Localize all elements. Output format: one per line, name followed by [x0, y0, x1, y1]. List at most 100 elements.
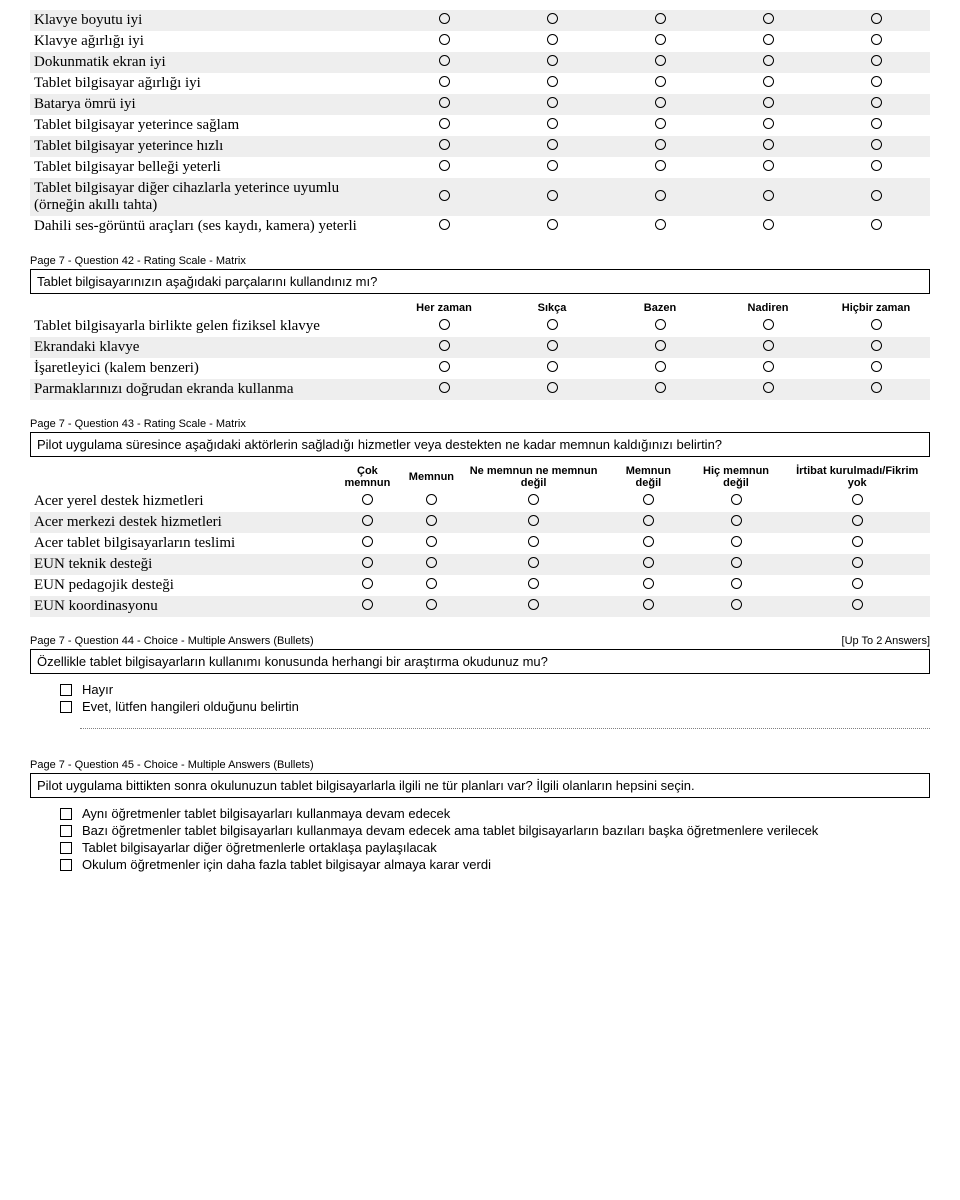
radio-cell[interactable] — [609, 533, 687, 554]
radio-cell[interactable] — [330, 596, 405, 617]
radio-cell[interactable] — [606, 94, 714, 115]
radio-cell[interactable] — [458, 491, 609, 512]
radio-cell[interactable] — [606, 115, 714, 136]
radio-cell[interactable] — [606, 316, 714, 337]
radio-cell[interactable] — [606, 157, 714, 178]
radio-cell[interactable] — [498, 337, 606, 358]
radio-cell[interactable] — [609, 596, 687, 617]
radio-cell[interactable] — [498, 10, 606, 31]
radio-cell[interactable] — [498, 379, 606, 400]
radio-cell[interactable] — [822, 52, 930, 73]
radio-cell[interactable] — [330, 533, 405, 554]
radio-cell[interactable] — [714, 52, 822, 73]
radio-cell[interactable] — [606, 31, 714, 52]
radio-cell[interactable] — [822, 94, 930, 115]
radio-cell[interactable] — [498, 157, 606, 178]
radio-cell[interactable] — [688, 596, 785, 617]
radio-cell[interactable] — [714, 337, 822, 358]
radio-cell[interactable] — [405, 491, 458, 512]
radio-cell[interactable] — [498, 136, 606, 157]
radio-cell[interactable] — [405, 596, 458, 617]
radio-cell[interactable] — [458, 596, 609, 617]
radio-cell[interactable] — [784, 533, 930, 554]
radio-cell[interactable] — [822, 316, 930, 337]
radio-cell[interactable] — [822, 115, 930, 136]
radio-cell[interactable] — [498, 52, 606, 73]
radio-cell[interactable] — [784, 512, 930, 533]
radio-cell[interactable] — [606, 136, 714, 157]
radio-cell[interactable] — [822, 10, 930, 31]
radio-cell[interactable] — [458, 554, 609, 575]
radio-cell[interactable] — [822, 178, 930, 216]
radio-cell[interactable] — [390, 379, 498, 400]
radio-cell[interactable] — [405, 512, 458, 533]
radio-cell[interactable] — [714, 358, 822, 379]
radio-cell[interactable] — [784, 554, 930, 575]
radio-cell[interactable] — [330, 575, 405, 596]
radio-cell[interactable] — [822, 337, 930, 358]
radio-cell[interactable] — [714, 31, 822, 52]
radio-cell[interactable] — [714, 216, 822, 237]
radio-cell[interactable] — [609, 491, 687, 512]
checklist-item[interactable]: Aynı öğretmenler tablet bilgisayarları k… — [60, 806, 930, 821]
radio-cell[interactable] — [714, 379, 822, 400]
radio-cell[interactable] — [714, 115, 822, 136]
radio-cell[interactable] — [498, 115, 606, 136]
radio-cell[interactable] — [390, 216, 498, 237]
radio-cell[interactable] — [498, 358, 606, 379]
radio-cell[interactable] — [458, 575, 609, 596]
radio-cell[interactable] — [714, 73, 822, 94]
radio-cell[interactable] — [390, 316, 498, 337]
radio-cell[interactable] — [822, 157, 930, 178]
radio-cell[interactable] — [688, 575, 785, 596]
radio-cell[interactable] — [390, 10, 498, 31]
radio-cell[interactable] — [390, 31, 498, 52]
radio-cell[interactable] — [498, 31, 606, 52]
checklist-item[interactable]: Hayır — [60, 682, 930, 697]
radio-cell[interactable] — [390, 157, 498, 178]
radio-cell[interactable] — [606, 358, 714, 379]
radio-cell[interactable] — [784, 596, 930, 617]
radio-cell[interactable] — [330, 512, 405, 533]
radio-cell[interactable] — [606, 52, 714, 73]
radio-cell[interactable] — [390, 73, 498, 94]
radio-cell[interactable] — [714, 94, 822, 115]
radio-cell[interactable] — [498, 178, 606, 216]
radio-cell[interactable] — [390, 337, 498, 358]
radio-cell[interactable] — [390, 136, 498, 157]
radio-cell[interactable] — [390, 94, 498, 115]
radio-cell[interactable] — [606, 73, 714, 94]
radio-cell[interactable] — [405, 554, 458, 575]
radio-cell[interactable] — [606, 379, 714, 400]
radio-cell[interactable] — [498, 216, 606, 237]
radio-cell[interactable] — [330, 554, 405, 575]
radio-cell[interactable] — [688, 491, 785, 512]
radio-cell[interactable] — [498, 94, 606, 115]
radio-cell[interactable] — [390, 115, 498, 136]
checklist-item[interactable]: Bazı öğretmenler tablet bilgisayarları k… — [60, 823, 930, 838]
radio-cell[interactable] — [390, 52, 498, 73]
radio-cell[interactable] — [458, 512, 609, 533]
radio-cell[interactable] — [822, 358, 930, 379]
radio-cell[interactable] — [822, 136, 930, 157]
radio-cell[interactable] — [688, 554, 785, 575]
checklist-item[interactable]: Okulum öğretmenler için daha fazla table… — [60, 857, 930, 872]
radio-cell[interactable] — [606, 10, 714, 31]
radio-cell[interactable] — [609, 554, 687, 575]
radio-cell[interactable] — [498, 73, 606, 94]
radio-cell[interactable] — [609, 512, 687, 533]
radio-cell[interactable] — [822, 379, 930, 400]
radio-cell[interactable] — [390, 178, 498, 216]
radio-cell[interactable] — [784, 491, 930, 512]
radio-cell[interactable] — [330, 491, 405, 512]
radio-cell[interactable] — [714, 136, 822, 157]
radio-cell[interactable] — [688, 512, 785, 533]
radio-cell[interactable] — [498, 316, 606, 337]
radio-cell[interactable] — [822, 73, 930, 94]
radio-cell[interactable] — [405, 533, 458, 554]
radio-cell[interactable] — [609, 575, 687, 596]
radio-cell[interactable] — [714, 157, 822, 178]
radio-cell[interactable] — [606, 216, 714, 237]
radio-cell[interactable] — [784, 575, 930, 596]
radio-cell[interactable] — [405, 575, 458, 596]
